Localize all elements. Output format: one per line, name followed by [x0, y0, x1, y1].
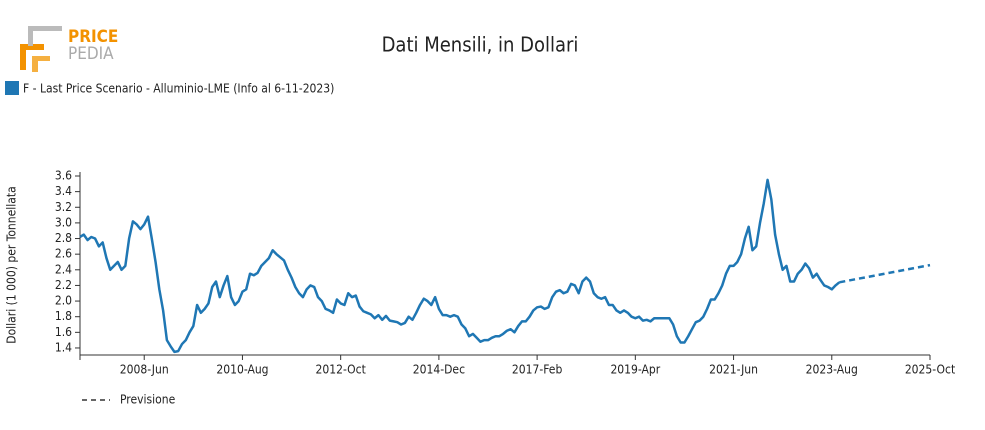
logo-shape	[28, 26, 62, 31]
x-tick-label: 2025-Oct	[905, 363, 955, 377]
logo-shape	[32, 56, 38, 72]
data-line	[79, 178, 841, 354]
logo-shape	[20, 44, 44, 50]
logo-shape	[32, 56, 50, 61]
y-tick-label: 3.4	[55, 184, 72, 198]
data-line	[839, 263, 931, 284]
y-tick-label: 2.2	[55, 278, 72, 292]
logo-text: PRICE	[68, 27, 118, 47]
y-tick-label: 1.6	[55, 325, 72, 339]
logo-shape	[20, 44, 26, 70]
y-tick-label: 1.8	[55, 309, 72, 323]
logo-shape	[28, 26, 33, 46]
logo: PRICE PEDIA	[20, 26, 118, 72]
y-tick-label: 2.4	[55, 262, 72, 276]
y-tick-label: 2.6	[55, 247, 72, 261]
y-tick-label: 3.2	[55, 200, 72, 214]
x-tick-label: 2019-Apr	[610, 363, 660, 377]
x-tick-label: 2014-Dec	[413, 363, 465, 377]
y-tick-label: 3.0	[55, 215, 72, 229]
y-tick-label: 2.0	[55, 294, 72, 308]
x-tick-label: 2021-Jun	[709, 363, 758, 377]
x-tick-label: 2017-Feb	[512, 363, 563, 377]
y-tick-label: 2.8	[55, 231, 72, 245]
legend-label: Previsione	[120, 393, 176, 407]
y-tick-label: 3.6	[55, 169, 72, 183]
y-axis-label: Dollari (1 000) per Tonnellata	[5, 186, 19, 343]
x-tick-label: 2008-Jun	[120, 363, 169, 377]
y-tick-label: 1.4	[55, 340, 72, 354]
chart-title: Dati Mensili, in Dollari	[382, 33, 579, 57]
x-tick-label: 2010-Aug	[216, 363, 268, 377]
logo-text: PEDIA	[68, 44, 114, 64]
x-tick-label: 2012-Oct	[315, 363, 365, 377]
legend-swatch	[5, 81, 19, 95]
legend-label: F - Last Price Scenario - Alluminio-LME …	[23, 82, 334, 96]
x-tick-label: 2023-Aug	[806, 363, 858, 377]
